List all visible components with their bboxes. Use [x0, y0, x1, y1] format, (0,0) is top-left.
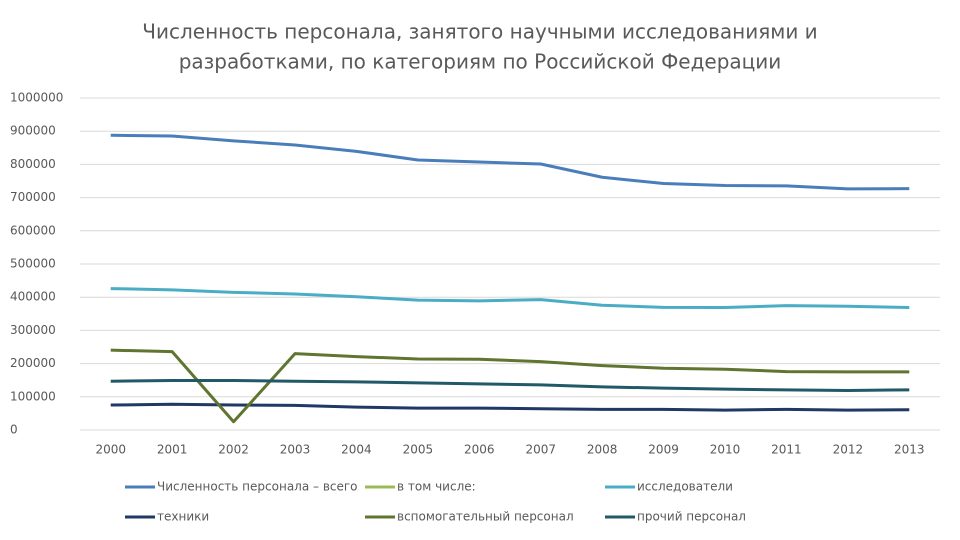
x-tick-label: 2007: [525, 443, 556, 457]
series-line: [110, 348, 910, 424]
series-line: [110, 287, 910, 310]
y-tick-label: 900000: [10, 124, 56, 138]
x-tick-label: 2013: [894, 443, 925, 457]
x-tick-label: 2004: [341, 443, 372, 457]
y-tick-label: 500000: [10, 257, 56, 271]
series-line: [110, 133, 910, 191]
y-tick-label: 400000: [10, 290, 56, 304]
y-tick-label: 600000: [10, 223, 56, 237]
legend-label: Численность персонала – всего: [157, 480, 358, 494]
x-tick-label: 2008: [587, 443, 618, 457]
legend-label: техники: [157, 510, 209, 524]
x-tick-label: 2002: [218, 443, 249, 457]
y-tick-label: 700000: [10, 190, 56, 204]
x-tick-label: 2001: [157, 443, 188, 457]
legend-label: прочий персонал: [637, 510, 746, 524]
series-line: [110, 402, 910, 412]
y-tick-label: 200000: [10, 356, 56, 370]
series-line: [110, 379, 910, 392]
x-tick-label: 2005: [403, 443, 434, 457]
legend-label: вспомогательный персонал: [397, 510, 574, 524]
chart-title: Численность персонала, занятого научными…: [142, 20, 817, 44]
y-tick-label: 0: [10, 423, 18, 437]
y-tick-label: 100000: [10, 389, 56, 403]
x-tick-label: 2010: [710, 443, 741, 457]
x-tick-label: 2012: [833, 443, 864, 457]
x-tick-label: 2011: [771, 443, 802, 457]
y-tick-label: 800000: [10, 157, 56, 171]
x-tick-label: 2003: [280, 443, 311, 457]
legend-label: в том числе:: [397, 480, 476, 494]
chart-title: разработками, по категориям по Российско…: [179, 50, 782, 74]
legend-label: исследователи: [637, 480, 733, 494]
x-tick-label: 2006: [464, 443, 495, 457]
x-tick-label: 2000: [95, 443, 126, 457]
y-tick-label: 300000: [10, 323, 56, 337]
x-tick-label: 2009: [648, 443, 679, 457]
y-tick-label: 1000000: [10, 91, 63, 105]
